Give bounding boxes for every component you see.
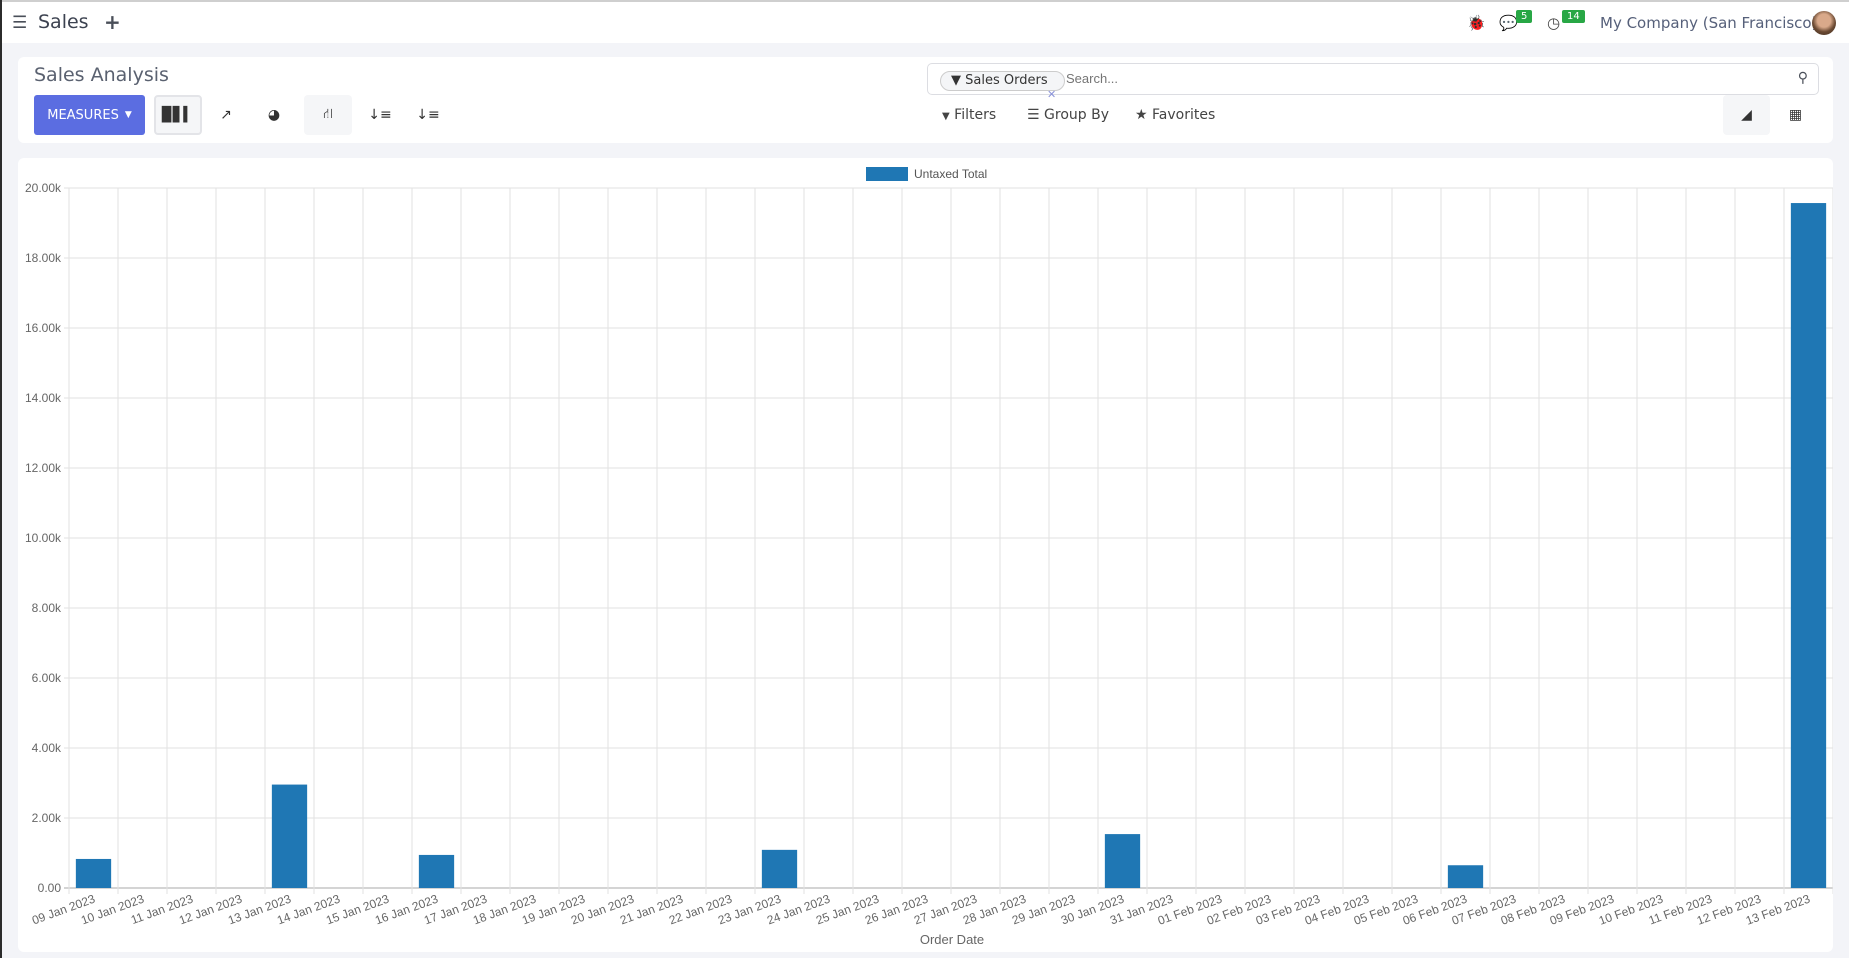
company-switcher[interactable]: My Company (San Francisco) xyxy=(1600,14,1818,32)
plus-icon[interactable]: + xyxy=(104,10,121,34)
app-name[interactable]: Sales xyxy=(38,11,89,33)
search-facet: ▼ Sales Orders ✕ xyxy=(940,71,1065,101)
measures-button[interactable]: MEASURES ▼ xyxy=(34,95,145,135)
bar[interactable] xyxy=(1104,834,1141,888)
y-tick-label: 16.00k xyxy=(25,321,62,335)
facet-label: Sales Orders xyxy=(965,73,1048,88)
sort-ascending-icon: ↓≡ xyxy=(416,107,440,123)
filter-icon: ▼ xyxy=(951,73,966,88)
bar[interactable] xyxy=(1447,865,1484,888)
y-tick-label: 6.00k xyxy=(32,671,62,685)
line-chart-button[interactable]: ↗ xyxy=(202,95,250,135)
star-icon: ★ xyxy=(1135,107,1148,123)
caret-down-icon: ▼ xyxy=(124,110,132,120)
layers-icon: ☰ xyxy=(1027,107,1040,123)
y-tick-label: 0.00 xyxy=(38,881,62,895)
top-navbar: ☰ Sales + 🐞 💬 5 ◷ 14 My Company (San Fra… xyxy=(2,0,1849,43)
table-icon: ▦ xyxy=(1788,107,1803,123)
stacked-button[interactable]: ⛙ xyxy=(304,95,352,135)
filters-label: Filters xyxy=(954,107,997,123)
legend-label[interactable]: Untaxed Total xyxy=(914,167,987,181)
group-by-label: Group By xyxy=(1044,107,1109,123)
sort-descending-icon: ↓≡ xyxy=(368,107,392,123)
area-chart-icon: ◢ xyxy=(1741,107,1752,123)
y-tick-label: 10.00k xyxy=(25,531,62,545)
y-tick-label: 2.00k xyxy=(32,811,62,825)
remove-facet-icon[interactable]: ✕ xyxy=(1047,88,1057,101)
sort-ascending-button[interactable]: ↓≡ xyxy=(404,95,452,135)
bar-chart-icon: ▉▋▍ xyxy=(161,107,195,123)
y-tick-label: 18.00k xyxy=(25,251,62,265)
bar[interactable] xyxy=(418,854,455,888)
page-title: Sales Analysis xyxy=(34,64,169,86)
chart-card: 0.00 2.00k 4.00k 6.00k 8.00k 10.00k 12.00k 14.0… xyxy=(18,158,1834,952)
graph-view-button[interactable]: ◢ xyxy=(1723,95,1770,135)
bar-chart: 0.00 2.00k 4.00k 6.00k 8.00k 10.00k 12.00k 14.0… xyxy=(25,167,1834,947)
avatar[interactable] xyxy=(1812,11,1836,35)
pivot-view-button[interactable]: ▦ xyxy=(1772,95,1819,135)
menu-icon[interactable]: ☰ xyxy=(12,13,28,33)
group-by-button[interactable]: ☰ Group By xyxy=(1027,107,1109,123)
sort-descending-button[interactable]: ↓≡ xyxy=(356,95,404,135)
pie-chart-button[interactable]: ◕ xyxy=(250,95,298,135)
legend-swatch[interactable] xyxy=(866,167,908,181)
bar-chart-button[interactable]: ▉▋▍ xyxy=(154,95,202,135)
y-ticks: 0.00 2.00k 4.00k 6.00k 8.00k 10.00k 12.00k 14.0… xyxy=(25,181,62,895)
y-tick-label: 20.00k xyxy=(25,181,62,195)
favorites-label: Favorites xyxy=(1152,107,1216,123)
messages-badge: 5 xyxy=(1516,10,1533,23)
measures-label: MEASURES xyxy=(47,107,119,123)
bar[interactable] xyxy=(1790,203,1827,889)
favorites-button[interactable]: ★ Favorites xyxy=(1135,107,1215,123)
bars xyxy=(75,203,1827,889)
filters-button[interactable]: ▼ Filters xyxy=(942,107,996,123)
control-panel: Sales Analysis MEASURES ▼ ▉▋▍ ↗ ◕ ⛙ ↓≡ ↓≡… xyxy=(18,57,1833,143)
y-tick-label: 14.00k xyxy=(25,391,62,405)
bar[interactable] xyxy=(75,858,112,888)
search-bar: ▼ Sales Orders✕ ⚲ xyxy=(927,63,1819,101)
chat-icon[interactable]: 💬 xyxy=(1499,14,1518,32)
y-tick-label: 12.00k xyxy=(25,461,62,475)
database-icon: ⛙ xyxy=(323,106,333,122)
y-tick-label: 8.00k xyxy=(32,601,62,615)
grid xyxy=(64,187,1834,894)
pie-chart-icon: ◕ xyxy=(267,107,281,123)
y-tick-label: 4.00k xyxy=(32,741,62,755)
activities-badge: 14 xyxy=(1562,10,1585,23)
bar[interactable] xyxy=(761,849,798,888)
bug-icon[interactable]: 🐞 xyxy=(1467,14,1486,32)
search-input[interactable] xyxy=(1066,71,1666,86)
line-chart-icon: ↗ xyxy=(220,107,232,123)
bar[interactable] xyxy=(271,784,308,888)
x-axis-label: Order Date xyxy=(920,932,984,947)
filter-icon: ▼ xyxy=(942,111,950,122)
search-icon[interactable]: ⚲ xyxy=(1797,70,1808,86)
clock-icon[interactable]: ◷ xyxy=(1547,14,1561,32)
